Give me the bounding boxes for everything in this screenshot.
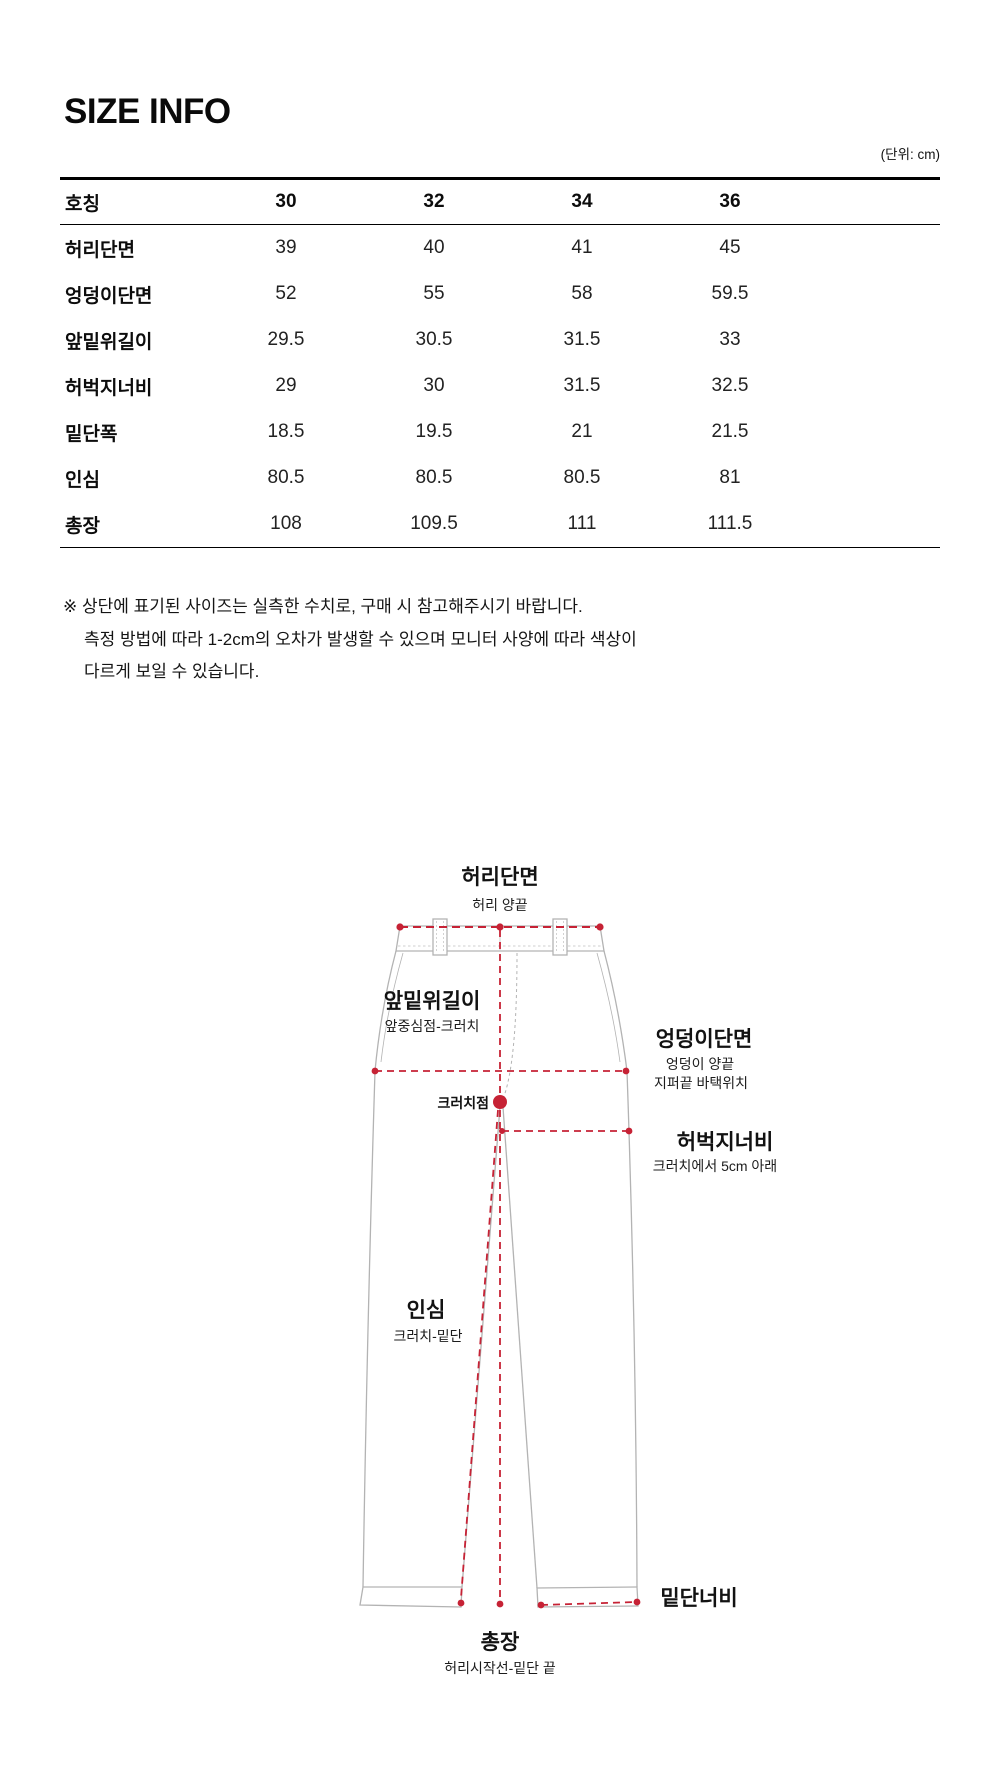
hip-sublabel: 지퍼끝 바택위치 bbox=[654, 1075, 748, 1091]
front-rise-label: 앞밑위길이 bbox=[384, 990, 481, 1013]
hem-width-measure-line bbox=[540, 1601, 638, 1606]
thigh-label: 허벅지너비 bbox=[677, 1131, 774, 1154]
size-notice: ※ 상단에 표기된 사이즈는 실측한 수치로, 구매 시 참고해주시기 바랍니다… bbox=[63, 591, 843, 689]
size-table-header-row: 호칭 30 32 34 36 bbox=[60, 180, 940, 225]
size-column-header: 36 bbox=[719, 191, 741, 212]
notice-line: 측정 방법에 따라 1-2cm의 오차가 발생할 수 있으며 모니터 사양에 따… bbox=[84, 629, 637, 649]
inseam-measure-line bbox=[460, 1109, 499, 1599]
pants-outline bbox=[359, 918, 639, 1608]
total-length-label: 총장 bbox=[481, 1631, 520, 1654]
front-rise-sublabel: 앞중심점-크러치 bbox=[385, 1018, 480, 1034]
belt-loop bbox=[552, 918, 568, 956]
table-row-hem: 밑단폭 18.5 19.5 21 21.5 bbox=[65, 421, 749, 445]
notice-line: 다르게 보일 수 있습니다. bbox=[84, 662, 260, 681]
table-row-front-rise: 앞밑위길이 29.5 30.5 31.5 33 bbox=[65, 329, 741, 353]
crotch-point-dot bbox=[493, 1095, 507, 1109]
waist-sublabel: 허리 양끝 bbox=[472, 897, 528, 913]
table-row-total-length: 총장 108 109.5 111 111.5 bbox=[65, 513, 753, 537]
belt-loop bbox=[432, 918, 448, 956]
size-table: 호칭 30 32 34 36 허리단면 39 40 41 45 엉덩이단면 52… bbox=[60, 177, 940, 548]
size-column-header: 32 bbox=[423, 191, 445, 212]
pants-measurement-diagram: 허리단면 허리 양끝 앞밑위길이 앞중심점-크러치 엉덩이단면 엉덩이 양끝 지… bbox=[0, 740, 1000, 1740]
size-column-header: 30 bbox=[275, 191, 297, 212]
total-length-sublabel: 허리시작선-밑단 끝 bbox=[444, 1660, 556, 1676]
thigh-sublabel: 크러치에서 5cm 아래 bbox=[653, 1158, 777, 1174]
size-column-header: 34 bbox=[571, 191, 593, 212]
hip-sublabel: 엉덩이 양끝 bbox=[666, 1056, 734, 1072]
table-row-hip: 엉덩이단면 52 55 58 59.5 bbox=[65, 283, 749, 307]
inseam-label: 인심 bbox=[407, 1299, 446, 1322]
table-row-thigh: 허벅지너비 29 30 31.5 32.5 bbox=[65, 375, 749, 399]
crotch-point-label: 크러치점 bbox=[437, 1095, 489, 1111]
notice-line: ※ 상단에 표기된 사이즈는 실측한 수치로, 구매 시 참고해주시기 바랍니다… bbox=[63, 597, 583, 616]
hip-label: 엉덩이단면 bbox=[656, 1028, 753, 1051]
unit-note: (단위: cm) bbox=[880, 147, 940, 162]
waist-label: 허리단면 bbox=[461, 866, 538, 889]
table-row-inseam: 인심 80.5 80.5 80.5 81 bbox=[65, 467, 741, 491]
measurement-lines bbox=[371, 923, 641, 1609]
table-row-waist: 허리단면 39 40 41 45 bbox=[65, 237, 741, 261]
page-title: SIZE INFO bbox=[64, 92, 231, 131]
inseam-sublabel: 크러치-밑단 bbox=[393, 1328, 462, 1344]
hem-width-label: 밑단너비 bbox=[660, 1587, 737, 1610]
size-table-header-label: 호칭 bbox=[65, 193, 100, 215]
